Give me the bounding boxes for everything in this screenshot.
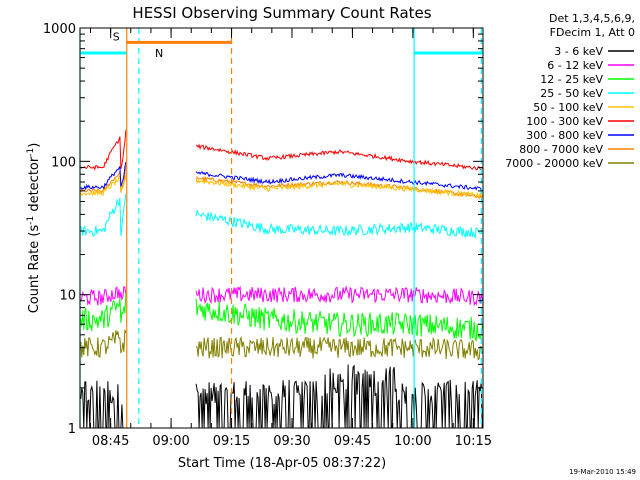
y-tick-label: 10 <box>59 289 76 304</box>
chart-title: HESSI Observing Summary Count Rates <box>132 4 431 22</box>
legend-label: 12 - 25 keV <box>540 73 603 86</box>
series-line <box>195 209 483 239</box>
series-line <box>195 285 483 307</box>
x-tick-label: 09:00 <box>152 434 189 449</box>
x-axis: 08:45 09:00 09:15 09:30 09:45 10:00 10:15 <box>89 28 492 449</box>
series-line <box>80 129 127 171</box>
legend-label: 7000 - 20000 keV <box>505 157 603 170</box>
flag-label: N <box>155 47 163 60</box>
plot-area <box>80 129 483 429</box>
flag-annotations: SN <box>79 28 483 428</box>
x-tick-label: 09:45 <box>334 434 371 449</box>
legend-label: 800 - 7000 keV <box>519 143 603 156</box>
flag-label: S <box>113 30 120 43</box>
legend-label: 25 - 50 keV <box>540 87 603 100</box>
x-tick-label: 08:45 <box>92 434 129 449</box>
series-line <box>195 298 483 343</box>
series-line <box>80 193 127 237</box>
legend-header-line1: Det 1,3,4,5,6,9, <box>549 12 635 25</box>
series-line <box>80 292 127 332</box>
y-tick-label: 100 <box>51 155 76 170</box>
y-tick-label: 1000 <box>43 22 76 37</box>
y-label-part2: detector <box>27 156 42 216</box>
footer-timestamp: 19-Mar-2010 15:49 <box>569 468 636 476</box>
x-tick-label: 09:15 <box>213 434 250 449</box>
series-line <box>80 329 127 358</box>
series-line <box>195 364 483 429</box>
series-line <box>196 175 483 200</box>
series-line <box>195 171 483 192</box>
legend-label: 300 - 800 keV <box>526 129 603 142</box>
series-line <box>195 177 483 199</box>
y-label-sup2: -1 <box>26 148 36 157</box>
series-line <box>80 380 126 429</box>
legend-label: 100 - 300 keV <box>526 115 603 128</box>
plot-frame <box>79 27 484 429</box>
series-line <box>195 335 483 361</box>
legend-label: 3 - 6 keV <box>554 45 603 58</box>
y-axis: 1 10 100 1000 <box>43 22 483 437</box>
legend-label: 6 - 12 keV <box>547 59 603 72</box>
series-line <box>80 165 127 194</box>
series-line <box>80 161 127 191</box>
y-label-part3: ) <box>27 143 42 148</box>
series-line <box>195 143 483 171</box>
legend-header-line2: FDecim 1, Att 0 <box>550 26 635 39</box>
x-axis-label: Start Time (18-Apr-05 08:37:22) <box>178 456 386 471</box>
series-line <box>80 285 127 306</box>
y-label-sup1: -1 <box>26 216 36 225</box>
y-label-part1: Count Rate (s <box>27 225 42 314</box>
series-line <box>80 175 127 197</box>
x-tick-label: 10:00 <box>394 434 431 449</box>
legend: Det 1,3,4,5,6,9, FDecim 1, Att 0 3 - 6 k… <box>505 12 635 170</box>
x-tick-label: 09:30 <box>273 434 310 449</box>
legend-label: 50 - 100 keV <box>533 101 603 114</box>
x-tick-label: 10:15 <box>455 434 492 449</box>
y-axis-label: Count Rate (s-1 detector-1) <box>26 143 42 314</box>
y-tick-label: 1 <box>68 422 76 437</box>
